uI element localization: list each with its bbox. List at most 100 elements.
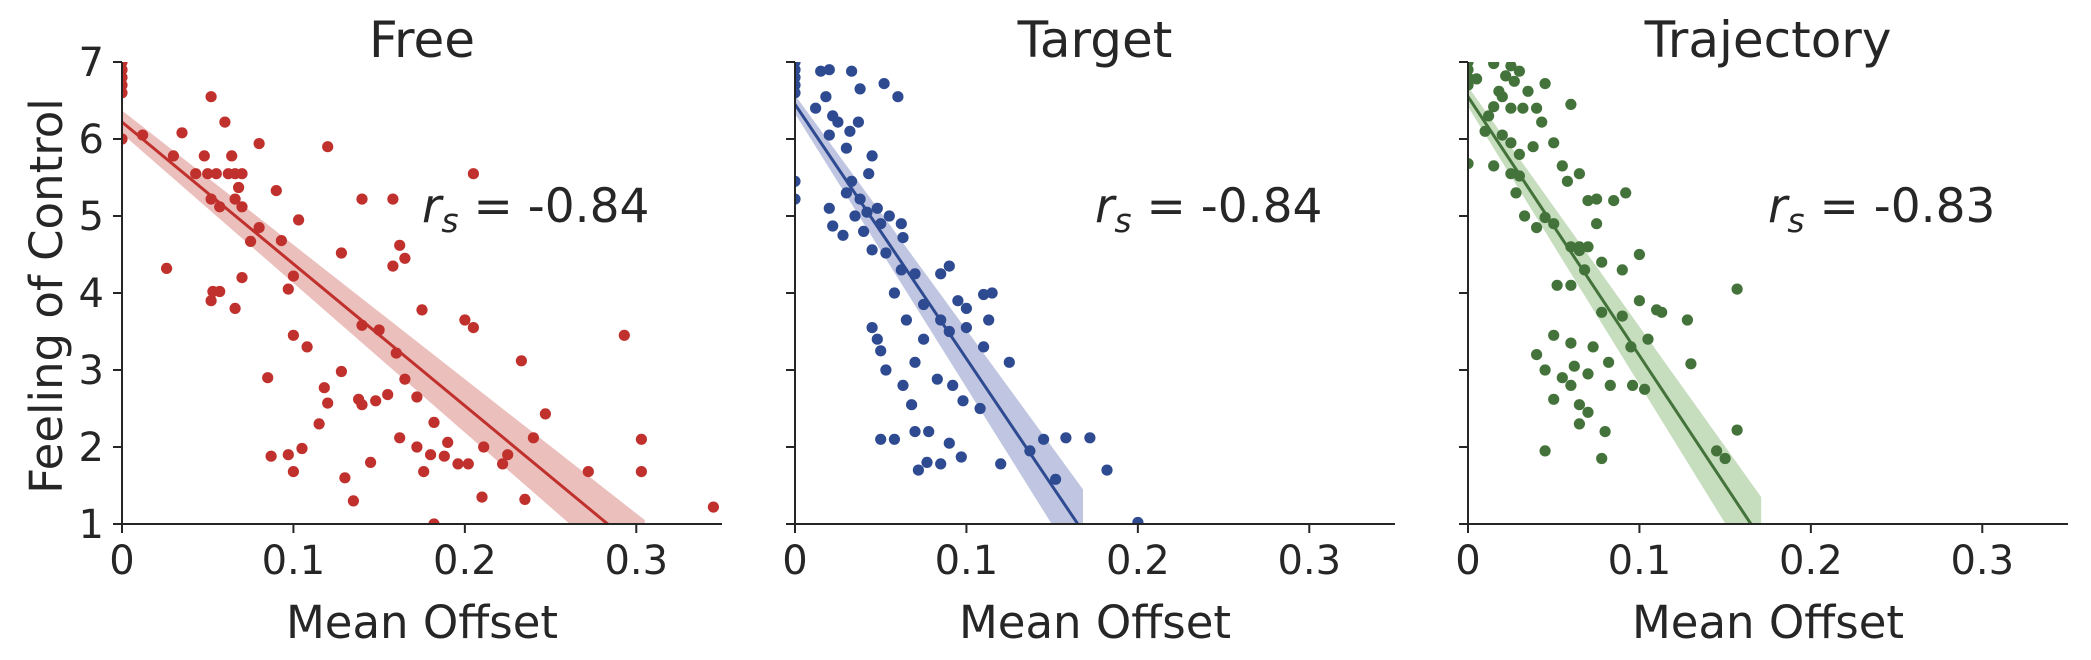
panel-target: 0 0.1 0.2 0.3 Target Mean Offset rs = -0.84: [782, 11, 1395, 649]
data-point: [219, 116, 231, 128]
data-point: [986, 287, 998, 299]
x-axis-label: Mean Offset: [1632, 596, 1904, 649]
data-point: [1505, 62, 1517, 72]
data-point: [1505, 137, 1517, 149]
data-point: [335, 247, 347, 259]
x-tick-label: 0.3: [1277, 538, 1341, 584]
data-point: [1561, 175, 1573, 187]
data-point: [1625, 341, 1637, 353]
panel-title: Target: [1017, 11, 1173, 69]
data-point: [871, 333, 883, 345]
data-point: [270, 185, 282, 197]
data-point: [301, 341, 313, 353]
annotation-subscript: s: [441, 201, 458, 240]
data-point: [411, 391, 423, 403]
data-point: [515, 355, 528, 367]
data-point: [1488, 62, 1500, 70]
data-point: [1656, 306, 1668, 318]
data-point: [1539, 364, 1551, 376]
data-point: [387, 260, 399, 272]
data-point: [1468, 158, 1474, 170]
data-point: [287, 270, 299, 282]
data-point: [347, 495, 359, 507]
data-point: [318, 382, 330, 394]
data-point: [1573, 168, 1585, 180]
data-point: [618, 329, 630, 341]
data-point: [823, 64, 835, 76]
data-point: [161, 262, 173, 274]
x-tick-label: 0.1: [262, 538, 326, 584]
data-point: [322, 397, 334, 409]
data-point: [840, 142, 853, 154]
data-point: [467, 322, 479, 334]
data-point: [1551, 279, 1563, 291]
data-point: [478, 441, 490, 453]
data-point: [960, 302, 973, 314]
data-point: [1582, 241, 1594, 253]
data-point: [382, 389, 394, 401]
y-tick-label: 4: [79, 271, 104, 317]
data-point: [880, 364, 892, 376]
data-point: [1599, 426, 1611, 438]
data-point: [952, 295, 964, 307]
data-point: [1060, 432, 1072, 444]
data-point: [176, 127, 188, 139]
data-point: [1548, 393, 1560, 405]
y-tick-label: 5: [79, 194, 104, 240]
data-point: [897, 379, 909, 391]
data-point: [1539, 78, 1551, 90]
x-tick-label: 0.3: [1950, 538, 2014, 584]
correlation-annotation: rs = -0.84: [422, 179, 649, 240]
data-point: [795, 87, 801, 99]
data-point: [1568, 360, 1580, 372]
data-point: [1101, 464, 1113, 476]
data-point: [947, 379, 959, 391]
annotation-subscript: s: [1114, 201, 1131, 240]
data-point: [1565, 279, 1577, 291]
data-point: [236, 168, 248, 180]
data-point: [462, 458, 474, 470]
data-point: [442, 436, 454, 448]
data-point: [1531, 349, 1543, 361]
data-point: [519, 493, 531, 505]
data-point: [837, 229, 849, 241]
data-point: [912, 464, 925, 476]
y-tick-label: 6: [79, 117, 104, 163]
data-point: [1531, 222, 1543, 234]
data-point: [1681, 314, 1693, 326]
data-point: [815, 65, 827, 77]
data-point: [370, 395, 382, 407]
data-point: [849, 210, 861, 222]
data-point: [411, 441, 423, 453]
regression-line: [122, 120, 610, 524]
data-point: [844, 125, 856, 137]
data-point: [892, 91, 904, 103]
data-point: [955, 451, 967, 463]
data-point: [1050, 473, 1062, 485]
data-point: [1642, 333, 1654, 345]
data-point: [1556, 160, 1568, 172]
data-point: [832, 116, 844, 128]
regression-line: [1468, 95, 1753, 524]
data-point: [1587, 341, 1599, 353]
data-point: [909, 426, 921, 438]
data-point: [287, 466, 299, 478]
data-point: [282, 283, 294, 295]
data-point: [459, 314, 471, 326]
data-point: [253, 138, 265, 150]
annotation-value: = -0.84: [1132, 179, 1323, 234]
data-point: [1496, 91, 1508, 103]
data-point: [1582, 368, 1594, 380]
data-point: [974, 402, 986, 415]
data-point: [883, 210, 895, 222]
data-point: [1539, 445, 1551, 457]
data-point: [262, 372, 274, 384]
plot-area: [122, 62, 720, 524]
data-point: [356, 193, 368, 205]
data-point: [205, 91, 217, 103]
data-point: [871, 202, 883, 214]
data-point: [978, 341, 990, 353]
panel-title: Trajectory: [1644, 11, 1892, 69]
data-point: [476, 491, 488, 503]
